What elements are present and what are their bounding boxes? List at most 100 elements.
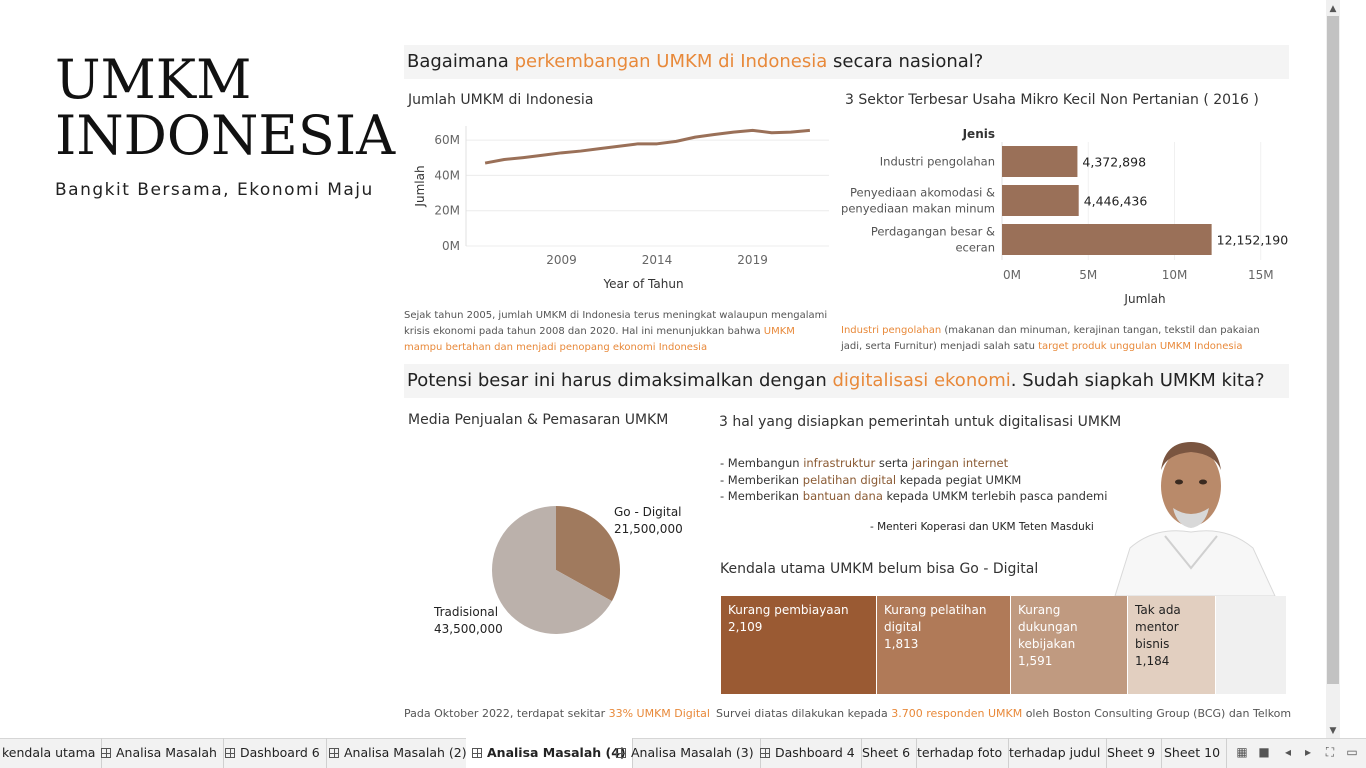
line-x-tick: 2014 [642, 253, 673, 267]
treemap-cell[interactable]: Tak ada mentor bisnis 1,184 [1128, 596, 1215, 694]
bar-chart[interactable]: Jenis Industri pengolahan 4,372,898 Penyedi… [838, 118, 1290, 310]
sheet-tab[interactable]: kendala utama [0, 738, 103, 768]
line-y-label: Jumlah [413, 165, 427, 207]
tab-scroll-left-icon[interactable]: ◂ [1284, 745, 1292, 759]
sheet-tab-label: terhadap judul [1009, 745, 1101, 760]
line-y-tick: 40M [434, 168, 460, 182]
line-series [484, 128, 811, 165]
line-chart-title: Jumlah UMKM di Indonesia [408, 92, 594, 108]
gov-bullet-1: - Membangun infrastruktur serta jaringan… [720, 455, 1140, 472]
bar-value-label: 12,152,190 [1217, 233, 1289, 248]
bar-value-label: 4,372,898 [1082, 155, 1146, 170]
fit-screen-icon[interactable]: ⛶ [1325, 745, 1335, 759]
line-chart[interactable]: 0M 20M 40M 60M 2009 2014 2019 Year of Tahun Juml… [404, 118, 834, 298]
bar-category-label: penyediaan makan minum [841, 202, 995, 216]
sheet-tab-label: kendala utama [2, 745, 96, 760]
sheet-tab[interactable]: Sheet 9 [1101, 738, 1163, 768]
pie-note-text: Pada Oktober 2022, terdapat sekitar [404, 707, 609, 720]
sheet-tab[interactable]: Dashboard 6 [219, 738, 327, 768]
tm-note-post: oleh Boston Consulting Group (BCG) dan T… [1022, 707, 1292, 720]
chevron-down-icon[interactable]: ▼ [1329, 726, 1337, 736]
chevron-up-icon[interactable]: ▲ [1329, 4, 1337, 14]
b1-h1: infrastruktur [803, 456, 876, 470]
minister-photo [1114, 442, 1276, 596]
treemap-title: Kendala utama UMKM belum bisa Go - Digit… [720, 561, 1039, 577]
bar-category-label: Perdagangan besar & [871, 225, 995, 239]
sheet-tab[interactable]: Sheet 10 [1158, 738, 1228, 768]
bar-category-label: Penyediaan akomodasi & [850, 186, 995, 200]
bar-value-label: 4,446,436 [1084, 194, 1148, 209]
sheet-tab[interactable]: Sheet 6 [856, 738, 918, 768]
gov-panel-title: 3 hal yang disiapkan pemerintah untuk di… [719, 414, 1122, 430]
tm-note-pre: Survei diatas dilakukan kepada [716, 707, 892, 720]
dashboard-grid-icon [760, 748, 770, 758]
treemap-cell[interactable]: Kurang pembiayaan 2,109 [721, 596, 876, 694]
tm-note-highlight: 3.700 responden UMKM [891, 707, 1023, 720]
section2-pre: Potensi besar ini harus dimaksimalkan de… [407, 370, 833, 391]
tab-scroll-right-icon[interactable]: ▸ [1304, 745, 1312, 759]
sheet-tab[interactable]: Analisa Masalah (2) [323, 738, 474, 768]
show-sheets-icon[interactable]: ■ [1258, 745, 1270, 759]
bar-note-text: (makanan dan minuman, kerajinan tangan, … [841, 325, 1260, 352]
gov-bullet-list: - Membangun infrastruktur serta jaringan… [720, 455, 1140, 505]
line-chart-note: Sejak tahun 2005, jumlah UMKM di Indones… [404, 308, 834, 356]
dashboard-grid-icon [329, 748, 339, 758]
title-line-1: UMKM [55, 48, 252, 111]
b2-post: kepada pegiat UMKM [896, 472, 1022, 487]
gov-bullet-3: - Memberikan bantuan dana kepada UMKM te… [720, 488, 1140, 505]
line-y-tick: 20M [434, 204, 460, 218]
sheet-tab-label: Analisa Masalah (4) [487, 745, 626, 760]
treemap-cell-value: 2,109 [728, 620, 763, 634]
bar-x-tick: 0M [1003, 268, 1021, 282]
pie-slice [556, 506, 620, 602]
section1-post: secara nasional? [827, 51, 984, 72]
bar-x-tick: 15M [1248, 268, 1274, 282]
section1-highlight: perkembangan UMKM di Indonesia [514, 51, 828, 72]
sheet-tab[interactable]: Analisa Masalah [95, 738, 224, 768]
b3-post: kepada UMKM terlebih pasca pandemi [882, 489, 1108, 503]
line-y-tick: 0M [442, 239, 460, 253]
section-header-growth: Bagaimana perkembangan UMKM di Indonesia… [404, 45, 1289, 79]
line-x-tick: 2009 [546, 253, 577, 267]
sheet-tab-label: Analisa Masalah [116, 745, 217, 760]
line-x-tick: 2019 [737, 253, 768, 267]
bar-note-highlight-2: target produk unggulan UMKM Indonesia [1038, 341, 1243, 352]
pie-slice-name: Tradisional [433, 605, 498, 619]
pie-chart-title: Media Penjualan & Pemasaran UMKM [408, 412, 669, 428]
sheet-tab[interactable]: Analisa Masalah (4) [466, 738, 633, 768]
sheet-tab-label: Sheet 9 [1107, 745, 1156, 760]
treemap-cell[interactable]: Kurang dukungan kebijakan 1,591 [1011, 596, 1127, 694]
treemap-cell-label: Tak ada mentor bisnis [1135, 603, 1181, 651]
sheet-tab-label: Sheet 6 [862, 745, 911, 760]
b1-pre: - Membangun [720, 456, 804, 470]
treemap-cell-value: 1,591 [1018, 654, 1053, 668]
presentation-icon[interactable]: ▭ [1346, 745, 1358, 759]
dashboard-grid-icon [225, 748, 235, 758]
title-line-2: INDONESIA [55, 104, 396, 167]
sheet-tab-label: Analisa Masalah (3) [631, 745, 754, 760]
pie-slice [492, 506, 612, 634]
filmstrip-icon[interactable]: ▦ [1236, 745, 1248, 759]
treemap-cell-label: Kurang pembiayaan [728, 603, 849, 617]
sheet-tab-label: Dashboard 4 [775, 745, 855, 760]
b1-mid: serta [875, 456, 912, 470]
treemap-cell[interactable]: Kurang pelatihan digital 1,813 [877, 596, 1010, 694]
sheet-tab-label: Analisa Masalah (2) [344, 745, 467, 760]
sheet-tab[interactable]: terhadap foto [911, 738, 1010, 768]
line-note-highlight: UMKM mampu bertahan dan menjadi penopang… [404, 326, 795, 353]
scrollbar-thumb[interactable] [1327, 16, 1339, 684]
treemap-note: Survei diatas dilakukan kepada 3.700 res… [716, 706, 1291, 722]
treemap-cell-label: Kurang pelatihan digital [884, 603, 987, 634]
sheet-tab[interactable]: terhadap judul [1003, 738, 1108, 768]
pie-slice-value: 43,500,000 [434, 622, 503, 636]
bar-category-label: eceran [955, 241, 995, 255]
sheet-tab[interactable]: Dashboard 4 [754, 738, 862, 768]
treemap-cell-value: 1,813 [884, 637, 919, 651]
pie-slice-name: Go - Digital [614, 505, 682, 519]
bar-rect [1002, 146, 1078, 177]
sheet-tab[interactable]: Analisa Masalah (3) [610, 738, 761, 768]
pie-chart[interactable]: Go - Digital 21,500,000 Tradisional 43,500,… [404, 440, 704, 690]
b1-h2: jaringan internet [911, 456, 1009, 470]
bar-x-label: Jumlah [1123, 292, 1165, 306]
dashboard-grid-icon [472, 748, 482, 758]
